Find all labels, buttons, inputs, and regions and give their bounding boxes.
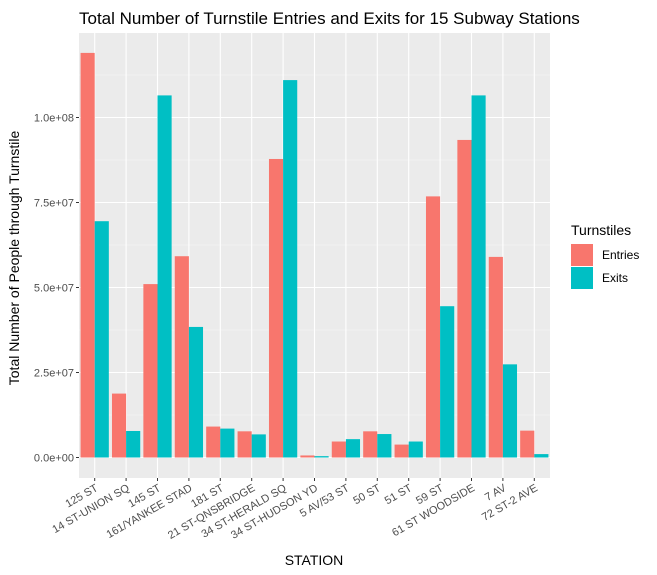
bar-exits-13 — [502, 364, 518, 458]
y-tick-label: 0.0e+00 — [34, 453, 74, 465]
chart-title: Total Number of Turnstile Entries and Ex… — [79, 9, 580, 28]
bar-exits-9 — [377, 434, 392, 458]
legend-key-exits — [571, 267, 593, 289]
x-axis-title: STATION — [285, 552, 344, 568]
bar-exits-4 — [220, 428, 235, 458]
bar-entries-4 — [206, 426, 221, 458]
bar-entries-0 — [80, 52, 95, 458]
legend: Turnstiles Entries Exits — [571, 222, 639, 289]
bar-entries-14 — [520, 430, 535, 458]
bar-entries-11 — [425, 196, 441, 458]
bar-entries-2 — [143, 284, 158, 458]
x-tick-label: 51 ST — [383, 482, 415, 507]
bar-exits-12 — [471, 95, 486, 458]
bar-entries-12 — [457, 139, 472, 458]
bar-exits-1 — [126, 430, 141, 458]
legend-label-exits: Exits — [602, 271, 628, 285]
legend-label-entries: Entries — [602, 248, 639, 262]
bar-exits-11 — [440, 306, 455, 458]
legend-key-entries — [571, 244, 593, 266]
bar-exits-2 — [157, 95, 172, 458]
bar-entries-6 — [268, 158, 284, 458]
bar-exits-3 — [188, 326, 204, 458]
bar-entries-3 — [174, 256, 189, 458]
bar-exits-7 — [314, 456, 329, 458]
bar-exits-5 — [251, 434, 266, 458]
bar-exits-0 — [94, 221, 109, 458]
y-axis: 0.0e+00 2.5e+07 5.0e+07 7.5e+07 1.0e+08 — [34, 113, 79, 465]
y-tick-label: 1.0e+08 — [34, 113, 74, 125]
bar-entries-10 — [394, 444, 409, 458]
bar-exits-8 — [345, 439, 361, 458]
y-tick-label: 7.5e+07 — [34, 198, 74, 210]
bar-exits-14 — [534, 454, 549, 458]
x-tick-label: 50 ST — [351, 482, 383, 507]
bar-entries-9 — [363, 431, 378, 458]
bars — [80, 52, 549, 458]
y-axis-title: Total Number of People through Turnstile — [6, 131, 22, 386]
bar-entries-7 — [300, 455, 315, 458]
legend-title: Turnstiles — [571, 222, 631, 238]
y-tick-label: 5.0e+07 — [34, 283, 74, 295]
bar-exits-6 — [283, 80, 298, 458]
bar-exits-10 — [408, 441, 423, 458]
y-tick-label: 2.5e+07 — [34, 368, 74, 380]
bar-entries-1 — [111, 393, 127, 458]
bar-entries-8 — [331, 441, 346, 458]
bar-entries-5 — [237, 431, 252, 458]
bar-entries-13 — [488, 256, 503, 458]
